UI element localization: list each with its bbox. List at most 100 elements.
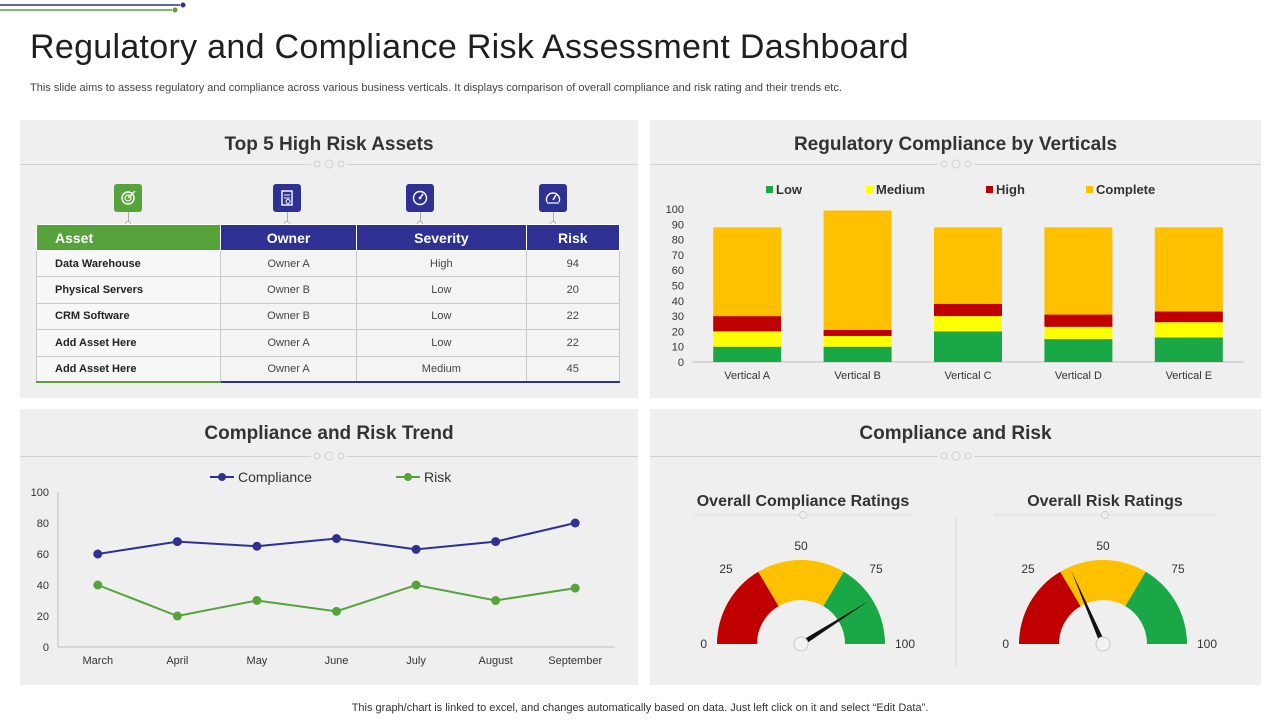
- gauge-title-dot: [799, 511, 807, 519]
- divider-dots-icon: [937, 158, 974, 170]
- legend-swatch-complete: [1086, 186, 1093, 193]
- legend-label-risk: Risk: [424, 469, 452, 485]
- document-icon: [273, 184, 301, 212]
- verticals-panel: Regulatory Compliance by Verticals 0 10 20…: [650, 120, 1261, 398]
- point-risk: [491, 596, 501, 605]
- bar-low-vertical-a: [713, 346, 782, 362]
- severity-cell: High: [356, 250, 527, 278]
- risk-cell: 94: [526, 250, 621, 278]
- x-tick-label: June: [325, 655, 349, 667]
- table-row: Add Asset Here Owner A Low 22: [36, 329, 621, 357]
- gauge-needle: [799, 601, 869, 647]
- bar-medium-vertical-c: [934, 316, 1002, 332]
- column-header-owner: Owner: [219, 224, 358, 251]
- gauges-title: Compliance and Risk: [859, 423, 1052, 444]
- y-tick-label: 0: [43, 642, 49, 654]
- bar-medium-vertical-e: [1154, 322, 1223, 338]
- x-tick-label: April: [166, 655, 188, 667]
- asset-cell: CRM Software: [36, 303, 221, 331]
- gauge-tick-label: 50: [1096, 539, 1110, 553]
- y-tick-label: 20: [37, 611, 49, 623]
- y-tick-label: 10: [672, 342, 684, 354]
- gauge-hub: [1095, 636, 1111, 652]
- point-risk: [93, 580, 103, 590]
- column-header-severity: Severity: [356, 224, 527, 251]
- gauge-needle: [1071, 570, 1106, 646]
- asset-cell: Data Warehouse: [36, 250, 221, 278]
- x-tick-label: September: [548, 655, 602, 667]
- y-tick-label: 50: [672, 281, 684, 293]
- bar-complete-vertical-c: [934, 227, 1002, 304]
- page-subtitle: This slide aims to assess regulatory and…: [30, 82, 842, 94]
- owner-cell: Owner A: [220, 329, 358, 357]
- table-row: Add Asset Here Owner A Medium 45: [36, 356, 621, 384]
- y-tick-label: 20: [672, 326, 684, 338]
- trend-title: Compliance and Risk Trend: [204, 423, 454, 444]
- legend-marker-compliance: [218, 473, 226, 481]
- point-compliance: [332, 534, 341, 543]
- line-chart: 0 20 40 60 80 100 March April May June July August S…: [31, 469, 615, 667]
- bar-low-vertical-d: [1044, 339, 1113, 362]
- y-tick-label: 60: [672, 265, 684, 277]
- severity-cell: Low: [356, 276, 527, 304]
- x-tick-label: Vertical E: [1166, 370, 1212, 382]
- gauge-tick-label: 100: [1197, 637, 1217, 651]
- gauge-tick-label: 100: [895, 637, 915, 651]
- legend-marker-risk: [404, 473, 412, 481]
- column-header-asset: Asset: [36, 224, 221, 251]
- gauge-charts: Overall Compliance Ratings 0 25 50 75 100 Over…: [693, 493, 1217, 667]
- y-tick-label: 80: [37, 518, 49, 530]
- divider-dots-icon: [311, 158, 347, 170]
- legend-label-compliance: Compliance: [238, 469, 312, 485]
- y-tick-label: 100: [666, 204, 684, 216]
- point-compliance: [570, 518, 580, 528]
- bar-high-vertical-b: [823, 329, 892, 336]
- table-row: Physical Servers Owner B Low 20: [36, 276, 621, 304]
- x-tick-label: May: [247, 655, 268, 667]
- point-risk: [172, 611, 182, 621]
- gauge-title: Overall Compliance Ratings: [697, 493, 910, 510]
- bar-low-vertical-b: [823, 346, 892, 362]
- legend-label-high: High: [996, 182, 1025, 197]
- verticals-title: Regulatory Compliance by Verticals: [793, 134, 1118, 155]
- legend-label-low: Low: [776, 182, 803, 197]
- risk-cell: 22: [526, 303, 621, 331]
- gauge-band-red: [717, 571, 779, 644]
- point-risk: [411, 580, 421, 590]
- x-tick-label: Vertical D: [1055, 370, 1102, 382]
- legend-swatch-high: [986, 186, 993, 193]
- top-risk-assets-title: Top 5 High Risk Assets: [224, 134, 434, 155]
- x-tick-label: August: [479, 655, 513, 667]
- asset-cell: Add Asset Here: [36, 356, 221, 384]
- risk-cell: 45: [526, 356, 621, 384]
- gauge-band-green: [823, 571, 885, 644]
- point-risk: [332, 606, 341, 616]
- legend-label-medium: Medium: [876, 182, 925, 197]
- owner-cell: Owner A: [220, 356, 358, 384]
- gauge-band-red: [1019, 571, 1081, 644]
- y-tick-label: 30: [672, 311, 684, 323]
- legend-swatch-medium: [866, 186, 873, 193]
- risk-cell: 20: [526, 276, 621, 304]
- point-compliance: [491, 537, 501, 547]
- gauge-tick-label: 0: [1002, 637, 1009, 651]
- column-header-risk: Risk: [525, 224, 621, 251]
- legend-swatch-low: [766, 186, 773, 193]
- x-tick-label: July: [406, 655, 426, 667]
- asset-cell: Physical Servers: [36, 276, 221, 304]
- bar-high-vertical-e: [1154, 311, 1223, 323]
- severity-cell: Low: [356, 329, 527, 357]
- bar-complete-vertical-b: [823, 210, 892, 330]
- page-title: Regulatory and Compliance Risk Assessmen…: [30, 28, 909, 66]
- x-tick-label: Vertical B: [834, 370, 880, 382]
- decorative-header-lines: [0, 2, 186, 13]
- gauge-band-green: [1125, 571, 1187, 644]
- asset-cell: Add Asset Here: [36, 329, 221, 357]
- gauge-tick-label: 25: [719, 562, 733, 576]
- bar-medium-vertical-b: [823, 335, 892, 347]
- owner-cell: Owner B: [220, 276, 358, 304]
- gauge-tick-label: 75: [1171, 562, 1185, 576]
- bar-complete-vertical-d: [1044, 227, 1113, 315]
- speedometer-icon: [539, 184, 567, 212]
- bar-high-vertical-c: [934, 303, 1002, 317]
